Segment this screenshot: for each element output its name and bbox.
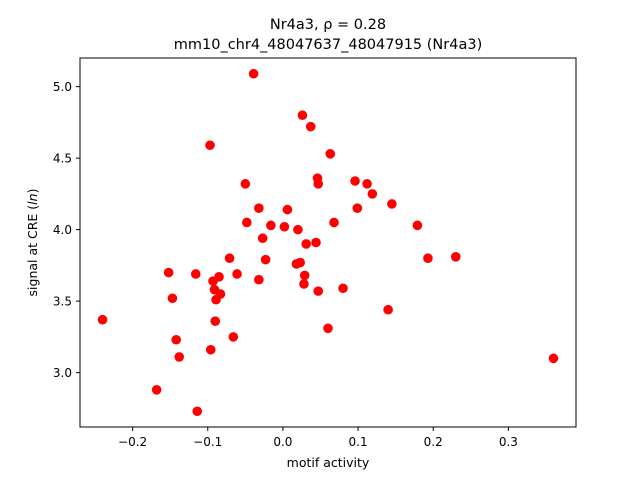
data-point-47: [362, 179, 372, 189]
y-tick-label-0: 3.0: [53, 366, 72, 380]
data-point-14: [214, 272, 224, 282]
data-point-22: [254, 203, 264, 213]
plot-frame: [79, 57, 577, 428]
y-axis-ticks: 3.0 3.5 4.0 4.5 5.0: [53, 80, 80, 380]
data-point-28: [282, 204, 293, 215]
data-point-23: [254, 274, 264, 285]
data-point-18: [232, 269, 242, 279]
data-point-9: [205, 344, 216, 355]
y-tick-label-3: 4.5: [53, 152, 72, 166]
x-tick-label-3: 0.1: [349, 435, 368, 449]
data-point-7: [192, 406, 203, 417]
data-points: [97, 68, 559, 417]
x-tick-label-4: 0.2: [424, 435, 443, 449]
data-point-54: [548, 353, 559, 364]
data-point-43: [329, 217, 339, 228]
y-axis-label: signal at CRE (ln): [25, 189, 40, 297]
data-point-8: [205, 140, 215, 151]
data-point-45: [350, 176, 360, 186]
data-point-41: [323, 323, 333, 334]
data-point-17: [228, 332, 239, 342]
data-point-31: [295, 257, 305, 268]
y-axis-label-italic: ln: [25, 193, 40, 204]
data-point-25: [260, 254, 271, 265]
data-point-49: [383, 304, 393, 315]
data-point-19: [240, 179, 251, 189]
data-point-50: [387, 199, 397, 209]
data-point-52: [423, 253, 433, 264]
data-point-34: [299, 270, 310, 281]
x-tick-label-0: −0.2: [118, 435, 147, 449]
data-point-35: [301, 239, 312, 249]
chart-title-line2: mm10_chr4_48047637_48047915 (Nr4a3): [174, 37, 482, 53]
data-point-12: [210, 316, 221, 326]
data-point-30: [293, 224, 303, 235]
data-point-24: [257, 233, 268, 244]
data-point-26: [266, 220, 276, 231]
data-point-0: [97, 314, 108, 325]
data-point-27: [279, 221, 290, 232]
data-point-5: [174, 352, 184, 362]
y-tick-label-1: 3.5: [53, 295, 72, 309]
data-point-4: [171, 334, 181, 345]
y-tick-label-4: 5.0: [53, 80, 72, 94]
data-point-42: [325, 149, 336, 159]
chart-title-line1: Nr4a3, ρ = 0.28: [270, 17, 386, 33]
y-tick-label-2: 4.0: [53, 223, 72, 237]
y-axis-label-suffix: ): [25, 189, 40, 194]
data-point-1: [151, 385, 162, 395]
data-point-53: [450, 251, 461, 262]
data-point-6: [190, 269, 201, 279]
data-point-3: [167, 293, 178, 304]
x-tick-label-5: 0.3: [499, 435, 518, 449]
data-point-15: [215, 289, 226, 299]
data-point-51: [412, 220, 423, 231]
data-point-32: [297, 110, 308, 121]
data-point-33: [299, 279, 309, 289]
x-tick-label-1: −0.1: [193, 435, 222, 449]
data-point-20: [242, 217, 252, 228]
data-point-39: [313, 179, 324, 189]
x-tick-label-2: 0.0: [273, 435, 292, 449]
data-point-2: [163, 267, 174, 278]
data-point-48: [367, 189, 378, 199]
data-point-21: [248, 68, 259, 79]
x-axis-label: motif activity: [287, 455, 370, 470]
y-axis-label-prefix: signal at CRE (: [25, 205, 40, 297]
data-point-40: [313, 286, 324, 296]
x-axis-ticks: −0.2 −0.1 0.0 0.1 0.2 0.3: [118, 427, 518, 449]
data-point-16: [224, 253, 235, 264]
data-point-44: [338, 283, 348, 294]
data-point-36: [305, 121, 316, 132]
data-point-46: [352, 203, 363, 213]
data-point-37: [311, 237, 321, 248]
